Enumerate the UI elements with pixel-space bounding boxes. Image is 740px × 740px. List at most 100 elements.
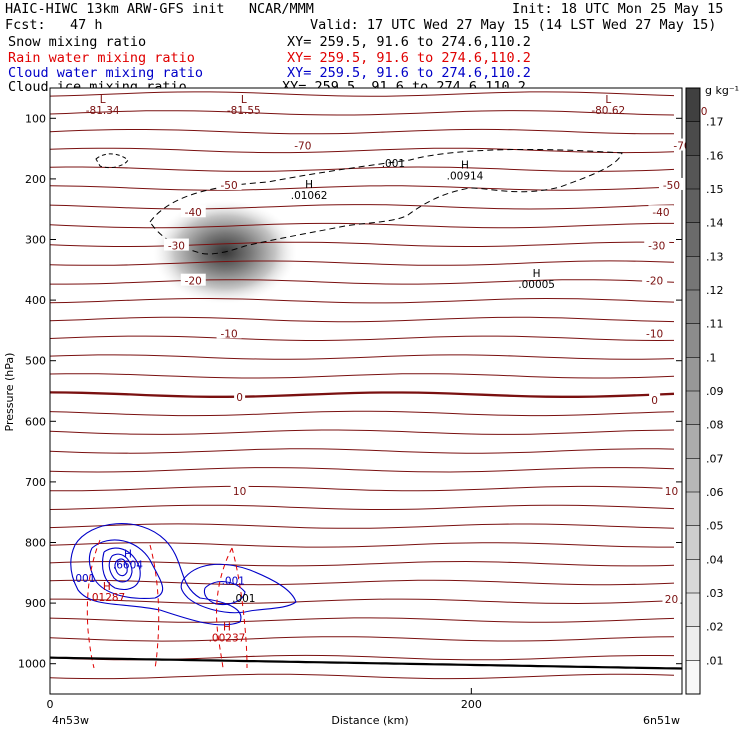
colorbar-segment <box>686 559 700 594</box>
temperature-label: -50 <box>220 180 237 192</box>
isotherm-line <box>50 316 675 323</box>
isotherm-line <box>50 560 675 567</box>
temperature-label: -50 <box>663 180 680 192</box>
temperature-label-bg <box>230 483 249 496</box>
colorbar-segment <box>686 660 700 695</box>
temperature-label-bg <box>234 390 246 403</box>
contour-label: .001 <box>382 158 405 170</box>
colorbar-tick-label: .16 <box>706 149 724 162</box>
y-tick-label: 600 <box>25 415 46 428</box>
colorbar-tick-label: .06 <box>706 486 724 499</box>
cloud-ice-contour <box>95 148 623 255</box>
colorbar-segment <box>686 189 700 224</box>
isotherm-line <box>50 335 675 342</box>
temperature-label: 0 <box>651 395 658 407</box>
colorbar-tick-label: .02 <box>706 621 724 634</box>
colorbar-segment <box>686 222 700 257</box>
temperature-label: -40 <box>652 207 669 219</box>
isotherm-line <box>50 485 675 492</box>
terrain-surface-line <box>50 656 682 670</box>
temperature-label-bg <box>180 205 206 218</box>
temperature-label: -10 <box>646 328 663 340</box>
contour-value-labels: .001 .001 .001 .001 <box>72 158 405 605</box>
colorbar-tick-label: .05 <box>706 520 724 533</box>
colorbar-segment <box>686 626 700 661</box>
temperature-label-bg <box>658 177 684 190</box>
isotherm-line <box>50 504 675 510</box>
extremum-value: .6604 <box>113 560 143 572</box>
colorbar-tick-label: .12 <box>706 284 724 297</box>
colorbar-tick-label: .17 <box>706 116 724 129</box>
colorbar-segment <box>686 525 700 560</box>
temperature-label-bg <box>642 273 668 286</box>
temperature-label: 20 <box>665 594 678 606</box>
isotherm-line <box>50 91 675 97</box>
colorbar-tick-label: .07 <box>706 452 724 465</box>
extremum-value: -80.62 <box>591 105 625 117</box>
colorbar-segment <box>686 256 700 291</box>
field-xy-rain: XY= 259.5, 91.6 to 274.6,110.2 <box>287 50 531 66</box>
colorbar-tick-label: .03 <box>706 587 724 600</box>
contour-label: .001 <box>232 593 255 605</box>
temperature-label-bg <box>216 177 242 190</box>
temperature-label-bg <box>644 238 670 251</box>
y-tick-label: 200 <box>25 173 46 186</box>
y-tick-label: 1000 <box>18 658 46 671</box>
colorbar-segment <box>686 458 700 493</box>
extremum-value: .00237 <box>209 632 246 644</box>
colorbar-segment <box>686 121 700 156</box>
temperature-label: -20 <box>646 276 663 288</box>
header-line1-left: HAIC-HIWC 13km ARW-GFS init NCAR/MMM <box>5 1 314 17</box>
colorbar-tick-label: .11 <box>706 318 724 331</box>
colorbar-unit-label: g kg⁻¹ <box>705 84 739 97</box>
left-endpoint-label: 4n53w <box>52 714 89 727</box>
temperature-label: -70 <box>294 141 311 153</box>
temperature-label: -20 <box>185 276 202 288</box>
temperature-label-bg <box>180 273 206 286</box>
contour-label: .001 <box>72 573 95 585</box>
colorbar-tick-label: .1 <box>706 351 717 364</box>
y-tick-label: 700 <box>25 476 46 489</box>
isotherm-line <box>50 110 675 116</box>
extremum-mark: H <box>103 581 111 593</box>
isotherm-line <box>50 542 674 548</box>
temperature-label: 10 <box>665 486 678 498</box>
colorbar-tick-label: .04 <box>706 553 724 566</box>
isotherm-line <box>50 147 675 154</box>
colorbar-segment <box>686 424 700 459</box>
header-line1-right: Init: 18 UTC Mon 25 May 15 <box>512 1 724 17</box>
y-axis-label: Pressure (hPa) <box>3 353 16 432</box>
colorbar-segment <box>686 88 700 123</box>
extremum-value: .00005 <box>518 279 555 291</box>
isotherm-line <box>50 279 675 285</box>
y-tick-label: 800 <box>25 537 46 550</box>
temperature-label-bg <box>648 205 674 218</box>
temperature-label: -30 <box>168 241 185 253</box>
isotherm-line <box>50 391 675 398</box>
extremum-value: .01287 <box>89 592 126 604</box>
y-tick-label: 400 <box>25 294 46 307</box>
extremum-value: -81.55 <box>227 105 261 117</box>
isotherm-line <box>50 241 675 247</box>
isotherm-line <box>50 673 675 680</box>
plot-frame <box>49 87 683 695</box>
field-xy-snow: XY= 259.5, 91.6 to 274.6,110.2 <box>287 34 531 50</box>
isotherm-line <box>50 410 675 417</box>
extremum-value: -81.34 <box>86 105 120 117</box>
y-tick-label: 500 <box>25 355 46 368</box>
header-line2-right: Valid: 17 UTC Wed 27 May 15 (14 LST Wed … <box>310 17 717 33</box>
extremum-mark: L <box>605 94 611 106</box>
isotherm-line <box>50 448 675 454</box>
colorbar-segment <box>686 593 700 628</box>
colorbar-tick-label: .09 <box>706 385 724 398</box>
isotherm-line <box>50 598 675 605</box>
isotherm-line <box>50 166 675 172</box>
temperature-label: -40 <box>185 207 202 219</box>
colorbar-segment <box>686 323 700 358</box>
temperature-label-bg <box>216 326 242 339</box>
colorbar-segment <box>686 492 700 527</box>
isotherm-line <box>50 617 675 623</box>
y-tick-label: 300 <box>25 234 46 247</box>
